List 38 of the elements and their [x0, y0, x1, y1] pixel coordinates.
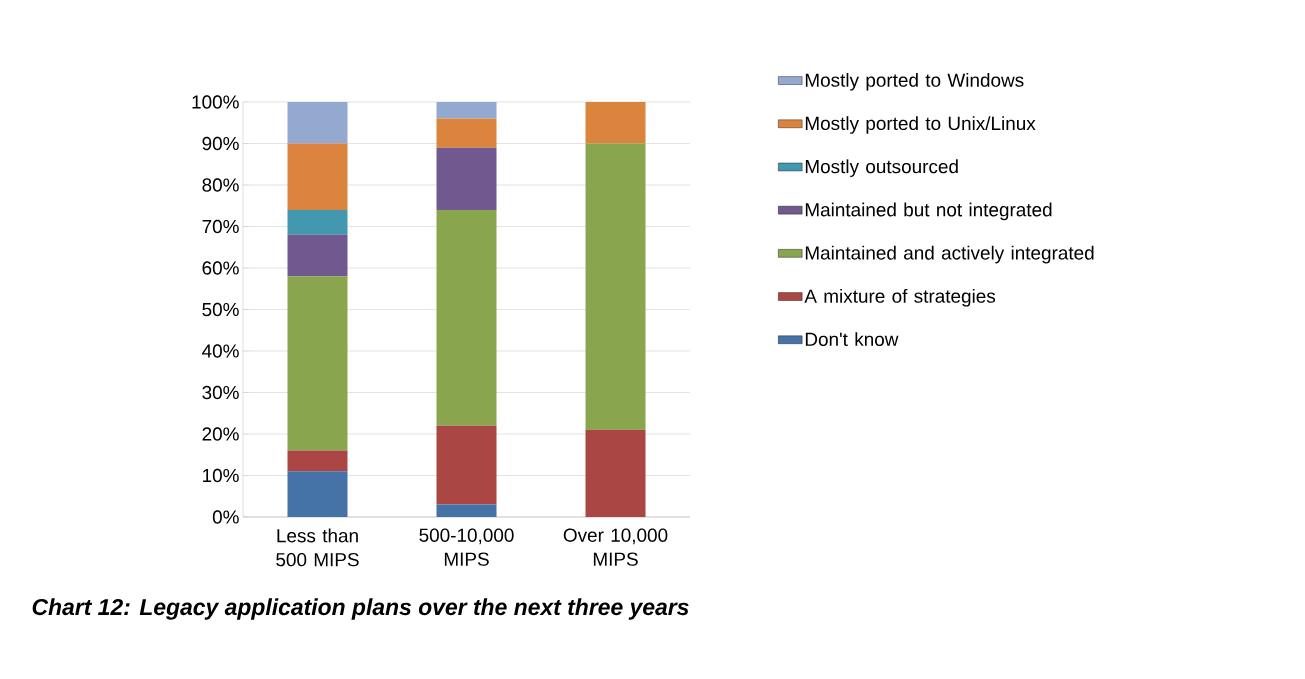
bar: [287, 450, 348, 472]
bar: [287, 209, 348, 235]
bar: [287, 276, 348, 451]
y-tick-label: 60%: [202, 261, 239, 275]
legend-label: Maintained but not integrated: [805, 202, 1052, 221]
bar: [436, 504, 497, 517]
legend-label: Mostly ported to Unix/Linux: [805, 116, 1036, 134]
bar: [585, 143, 646, 430]
bar: [436, 101, 497, 119]
y-tick-label: 100%: [192, 95, 239, 109]
y-tick-label: 80%: [202, 178, 239, 192]
bar: [287, 101, 348, 144]
x-tick-label: Less than 500 MIPS: [276, 528, 359, 567]
legend-label: Maintained and actively integrated: [805, 245, 1094, 264]
bar: [287, 471, 348, 517]
y-tick-label: 90%: [202, 136, 239, 151]
y-tick-label: 10%: [203, 468, 239, 483]
legend-label: A mixture of strategies: [804, 288, 996, 307]
y-tick-label: 20%: [202, 427, 239, 441]
y-tick-label: 70%: [202, 219, 239, 234]
bar: [436, 147, 497, 210]
y-tick-label: 40%: [202, 344, 239, 358]
bar: [436, 118, 497, 148]
x-tick-label: 500-10,000 MIPS: [419, 528, 514, 566]
text: Chart 12: Legacy application plans over the next three years: [32, 598, 689, 620]
bar: [585, 101, 646, 144]
y-tick-label: 0%: [212, 510, 239, 524]
y-tick-label: 30%: [202, 385, 239, 400]
bar: [436, 425, 497, 505]
legend-label: Mostly outsourced: [805, 159, 958, 177]
x-tick-label: Over 10,000 MIPS: [563, 528, 668, 566]
y-tick-label: 50%: [202, 302, 239, 317]
legend-label: Mostly ported to Windows: [805, 72, 1024, 91]
bar: [287, 234, 348, 277]
bar: [287, 143, 348, 210]
bar: [585, 429, 646, 517]
legend-label: Don't know: [805, 332, 899, 347]
bar: [436, 209, 497, 426]
